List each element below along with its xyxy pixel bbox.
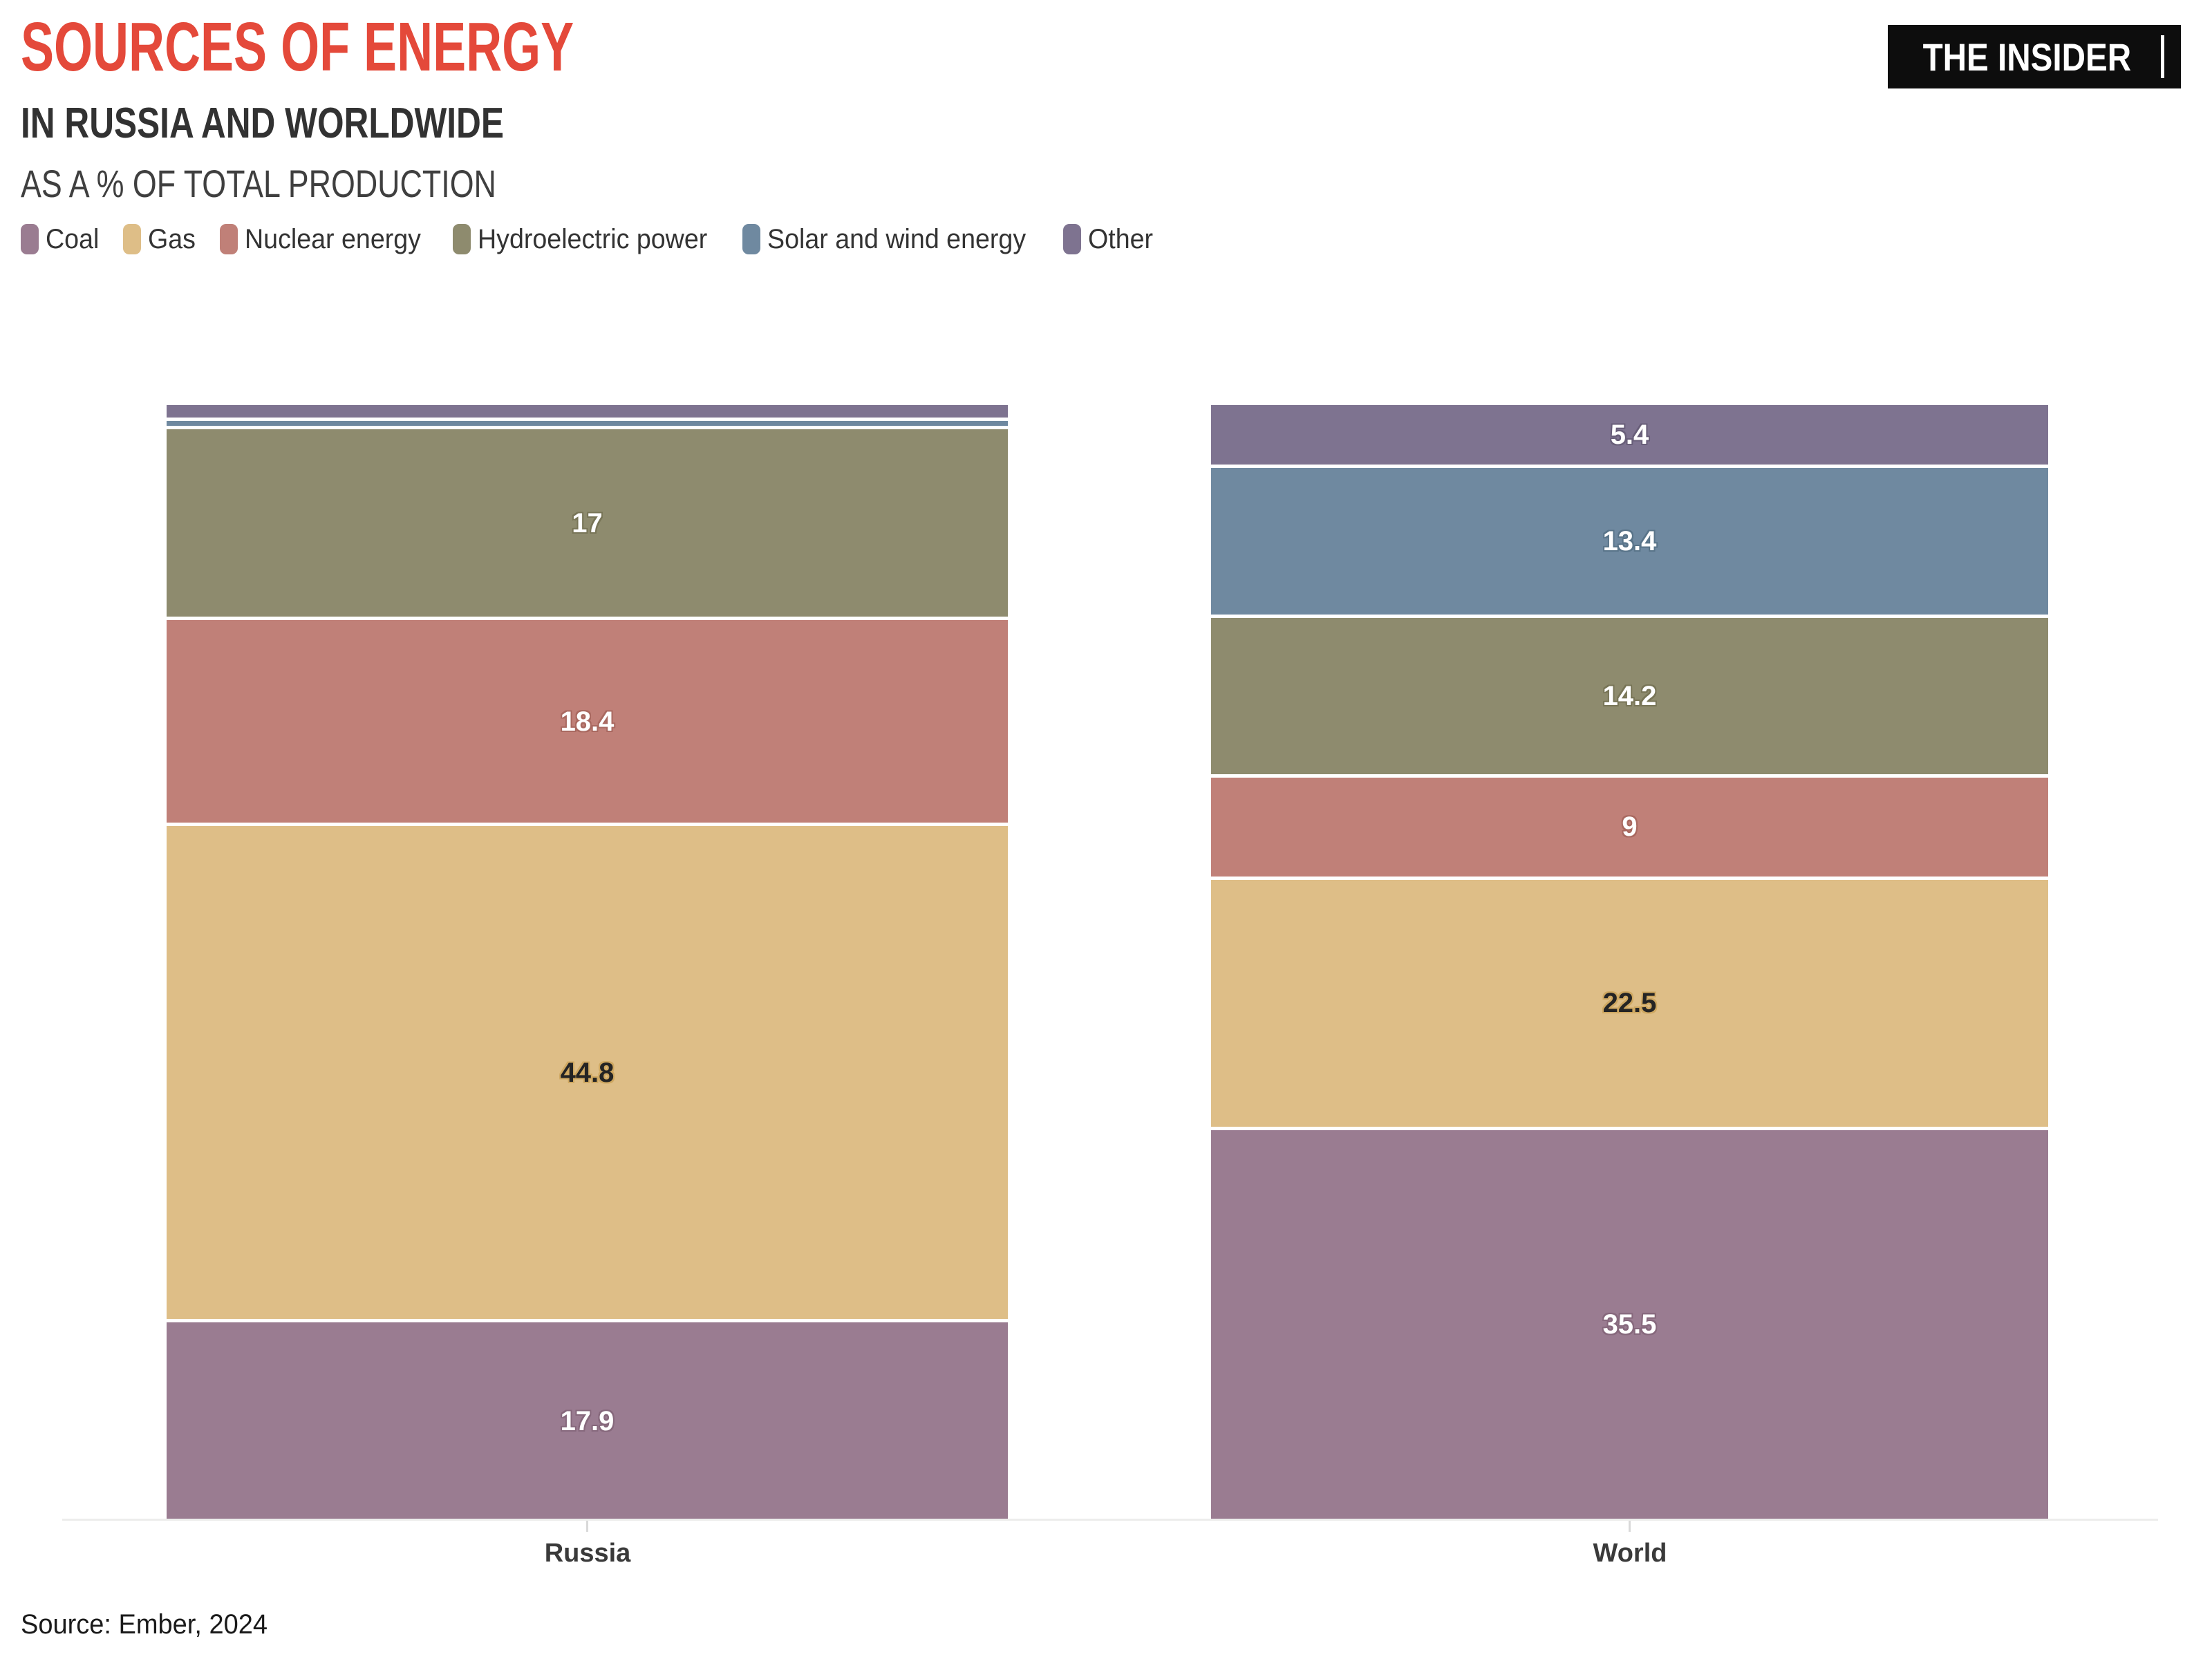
- logo-divider-bar: [2161, 35, 2164, 78]
- legend-label-other: Other: [1088, 224, 1154, 254]
- value-label-russia-coal: 17.9: [560, 1405, 615, 1436]
- bar-russia: 17 18.4 44.8 17.9: [167, 405, 1008, 1519]
- legend-item-hydroelectric-power[interactable]: Hydroelectric power: [452, 224, 722, 254]
- legend-swatch-gas: [123, 224, 142, 254]
- legend-label-nuclear-energy: Nuclear energy: [244, 224, 421, 254]
- segment-world-gas[interactable]: 22.5: [1211, 879, 2048, 1127]
- chart-units-note: AS A % OF TOTAL PRODUCTION: [21, 162, 496, 205]
- legend-label-hydroelectric-power: Hydroelectric power: [477, 224, 708, 254]
- segment-world-hydroelectric-power[interactable]: 14.2: [1211, 618, 2048, 774]
- segment-world-nuclear-energy[interactable]: 9: [1211, 777, 2048, 877]
- legend-swatch-hydroelectric-power: [452, 224, 471, 254]
- x-axis-line: [62, 1519, 2158, 1521]
- logo-text: THE INSIDER: [1922, 35, 2132, 79]
- value-label-world-nuclear-energy: 9: [1622, 812, 1638, 843]
- segment-world-solar-and-wind-energy[interactable]: 13.4: [1211, 467, 2048, 615]
- segment-russia-hydroelectric-power[interactable]: 17: [167, 429, 1008, 617]
- legend-item-other[interactable]: Other: [1063, 224, 1157, 254]
- segment-russia-nuclear-energy[interactable]: 18.4: [167, 620, 1008, 823]
- value-label-world-solar-and-wind-energy: 13.4: [1602, 526, 1657, 557]
- x-axis-tick-russia: [586, 1521, 588, 1532]
- value-label-russia-gas: 44.8: [560, 1057, 615, 1088]
- legend-swatch-nuclear-energy: [219, 224, 238, 254]
- legend-swatch-coal: [21, 224, 39, 254]
- segment-world-coal[interactable]: 35.5: [1211, 1130, 2048, 1520]
- source-note: Source: Ember, 2024: [21, 1609, 268, 1640]
- legend-item-solar-and-wind-energy[interactable]: Solar and wind energy: [742, 224, 1042, 254]
- legend-swatch-other: [1063, 224, 1082, 254]
- segment-russia-other[interactable]: [167, 405, 1008, 418]
- the-insider-logo: THE INSIDER: [1888, 25, 2181, 88]
- value-label-world-other: 5.4: [1610, 419, 1649, 450]
- x-axis-tick-world: [1629, 1521, 1631, 1532]
- chart-title: SOURCES OF ENERGY: [21, 8, 574, 86]
- segment-russia-coal[interactable]: 17.9: [167, 1322, 1008, 1519]
- x-axis-label-russia: Russia: [544, 1539, 631, 1568]
- segment-russia-gas[interactable]: 44.8: [167, 825, 1008, 1320]
- legend-item-gas[interactable]: Gas: [123, 224, 198, 254]
- segment-world-other[interactable]: 5.4: [1211, 405, 2048, 465]
- legend-label-coal: Coal: [46, 224, 100, 254]
- legend: Coal Gas Nuclear energy Hydroelectric power…: [21, 224, 1157, 254]
- legend-label-gas: Gas: [148, 224, 196, 254]
- legend-swatch-solar-and-wind-energy: [742, 224, 761, 254]
- x-axis-label-world: World: [1593, 1539, 1667, 1568]
- value-label-russia-hydroelectric-power: 17: [572, 507, 603, 538]
- chart-subtitle: IN RUSSIA AND WORLDWIDE: [21, 100, 504, 147]
- segment-russia-solar-and-wind-energy[interactable]: [167, 420, 1008, 427]
- legend-item-coal[interactable]: Coal: [21, 224, 102, 254]
- value-label-world-gas: 22.5: [1602, 988, 1657, 1019]
- legend-label-solar-and-wind-energy: Solar and wind energy: [767, 224, 1027, 254]
- value-label-world-coal: 35.5: [1602, 1309, 1657, 1340]
- value-label-world-hydroelectric-power: 14.2: [1602, 681, 1657, 712]
- value-label-russia-nuclear-energy: 18.4: [560, 706, 615, 737]
- bar-world: 5.4 13.4 14.2 9 22.5 35.5: [1211, 405, 2048, 1520]
- legend-item-nuclear-energy[interactable]: Nuclear energy: [219, 224, 432, 254]
